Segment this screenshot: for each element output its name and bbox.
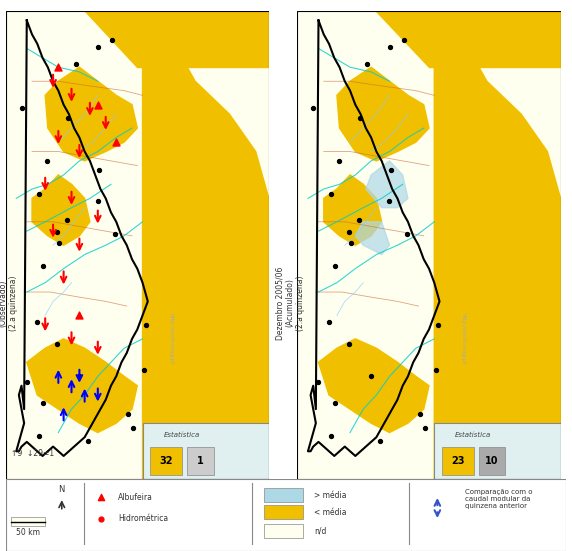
Point <box>35 190 44 198</box>
Point <box>93 42 102 51</box>
Point <box>53 228 62 236</box>
Point <box>75 311 84 320</box>
Bar <box>434 423 561 479</box>
Point <box>17 103 26 112</box>
Point <box>327 431 336 440</box>
Text: 23: 23 <box>451 456 464 466</box>
Point <box>97 493 106 501</box>
Point <box>95 166 104 175</box>
Polygon shape <box>27 339 137 433</box>
Point <box>63 113 73 122</box>
Point <box>344 340 353 349</box>
Point <box>375 437 384 446</box>
Polygon shape <box>434 11 561 479</box>
Text: Dezembro 2005/06
(Observado)
(2.a quinzena): Dezembro 2005/06 (Observado) (2.a quinze… <box>0 266 18 340</box>
Point <box>54 63 63 72</box>
Point <box>22 378 31 387</box>
Point <box>363 60 372 68</box>
Point <box>71 60 80 68</box>
Point <box>110 230 120 239</box>
Point <box>42 156 51 165</box>
Point <box>330 399 339 408</box>
Bar <box>264 505 303 520</box>
Point <box>140 365 149 374</box>
Text: Hidrométrica: Hidrométrica <box>118 514 168 523</box>
Point <box>33 317 42 326</box>
Text: Dezembro 2005/06
(Acumulado)
(2.a quinzena): Dezembro 2005/06 (Acumulado) (2.a quinze… <box>275 266 305 340</box>
Point <box>309 103 318 112</box>
Polygon shape <box>337 67 429 161</box>
Point <box>128 424 137 433</box>
Point <box>324 317 333 326</box>
Point <box>346 238 355 247</box>
Point <box>327 190 336 198</box>
Text: n/d: n/d <box>314 526 327 536</box>
Polygon shape <box>376 11 561 67</box>
Point <box>402 230 411 239</box>
Point <box>108 35 117 44</box>
Text: < média: < média <box>314 508 347 517</box>
Text: ↑9  ↓29=1: ↑9 ↓29=1 <box>11 449 54 458</box>
Point <box>366 372 375 381</box>
Text: 32: 32 <box>160 456 173 466</box>
Bar <box>264 488 303 503</box>
Text: http://snirh.inag.pt: http://snirh.inag.pt <box>460 313 466 365</box>
Text: Estatística: Estatística <box>455 432 491 438</box>
Point <box>431 365 440 374</box>
Point <box>38 399 47 408</box>
Point <box>53 340 62 349</box>
Polygon shape <box>45 67 137 161</box>
Point <box>354 216 363 225</box>
Point <box>97 515 106 523</box>
Bar <box>11 517 45 526</box>
Point <box>93 100 102 109</box>
Bar <box>142 423 269 479</box>
Text: Albufeira: Albufeira <box>118 493 153 502</box>
Text: http://snirh.inag.pt: http://snirh.inag.pt <box>169 313 174 365</box>
Point <box>344 228 353 236</box>
Point <box>330 262 339 271</box>
Point <box>84 437 93 446</box>
Point <box>93 196 102 205</box>
Polygon shape <box>324 175 382 245</box>
Polygon shape <box>32 175 90 245</box>
Text: 10: 10 <box>486 456 499 466</box>
Point <box>38 262 47 271</box>
Point <box>385 42 394 51</box>
Point <box>399 35 408 44</box>
Point <box>74 372 84 381</box>
Point <box>434 320 443 329</box>
Point <box>35 431 44 440</box>
Point <box>142 320 151 329</box>
Polygon shape <box>319 339 429 433</box>
Polygon shape <box>355 222 390 255</box>
Point <box>112 138 121 147</box>
Text: 50 km: 50 km <box>16 528 40 537</box>
Text: Estatística: Estatística <box>164 432 200 438</box>
Polygon shape <box>142 11 269 479</box>
Text: 1: 1 <box>197 456 204 466</box>
Polygon shape <box>366 161 408 208</box>
Point <box>62 216 72 225</box>
Polygon shape <box>85 11 269 67</box>
Point <box>387 166 396 175</box>
Point <box>355 113 364 122</box>
Point <box>124 409 133 418</box>
Text: > média: > média <box>314 490 347 500</box>
Point <box>420 424 429 433</box>
Bar <box>187 446 213 475</box>
Text: Comparação com o
caudal modular da
quinzena anterior: Comparação com o caudal modular da quinz… <box>466 489 533 510</box>
Point <box>334 156 343 165</box>
Point <box>415 409 424 418</box>
Point <box>385 196 394 205</box>
Point <box>54 238 63 247</box>
Bar <box>479 446 505 475</box>
Bar <box>442 446 474 475</box>
Point <box>313 378 323 387</box>
Text: N: N <box>58 485 65 494</box>
Bar <box>264 524 303 538</box>
Bar <box>150 446 182 475</box>
